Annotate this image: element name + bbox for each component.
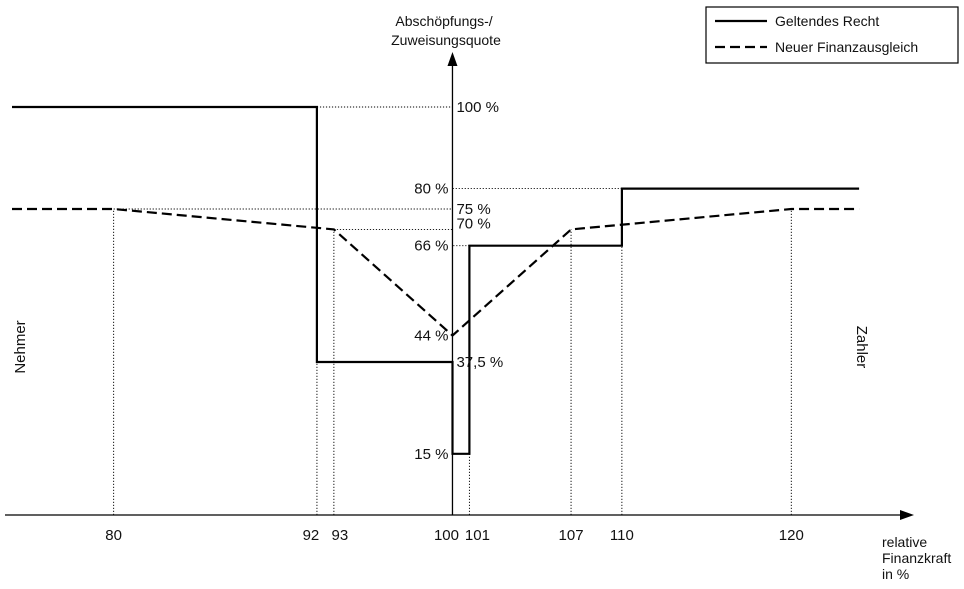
- x-axis-title-line-2: Finanzkraft: [882, 550, 951, 566]
- x-axis-arrow: [900, 510, 914, 520]
- y-axis-title-line-2: Zuweisungsquote: [391, 32, 501, 48]
- legend: Geltendes Recht Neuer Finanzausgleich: [705, 6, 959, 64]
- zahler-label: Zahler: [853, 326, 870, 369]
- series-line-neuer-finanzausgleich: [12, 207, 860, 337]
- y-label-44: 44 %: [414, 327, 448, 344]
- x-tick-101: 101: [465, 527, 490, 544]
- x-tick-120: 120: [779, 527, 804, 544]
- y-axis-title-line-1: Abschöpfungs-/: [395, 13, 492, 29]
- x-tick-labels: 80 92 93 100 101 107 110 120: [105, 527, 804, 544]
- legend-label-neuer-finanzausgleich: Neuer Finanzausgleich: [775, 39, 918, 55]
- x-tick-93: 93: [332, 527, 349, 544]
- x-axis-title: relative Finanzkraft in %: [882, 534, 955, 582]
- y-label-375: 37,5 %: [456, 354, 503, 371]
- x-tick-110: 110: [610, 527, 634, 544]
- y-value-labels: 100 % 80 % 75 %70 % 66 % 44 % 37,5 % 15 %: [414, 99, 503, 463]
- x-axis-title-line-3: in %: [882, 566, 909, 582]
- legend-label-geltendes-recht: Geltendes Recht: [775, 13, 879, 29]
- y-label-80: 80 %: [414, 181, 448, 198]
- legend-box: [705, 6, 959, 64]
- y-label-100: 100 %: [456, 99, 499, 116]
- x-tick-92: 92: [303, 527, 320, 544]
- y-label-66: 66 %: [414, 238, 448, 255]
- y-label-15: 15 %: [414, 446, 448, 463]
- y-axis-title: Abschöpfungs-/ Zuweisungsquote: [391, 13, 501, 48]
- y-axis-arrow: [447, 52, 458, 66]
- series-lines: [12, 105, 860, 455]
- x-axis-title-line-1: relative: [882, 534, 927, 550]
- x-tick-80: 80: [105, 527, 122, 544]
- y-label-75: 75 %: [456, 201, 490, 218]
- axes: [5, 52, 914, 520]
- x-tick-100: 100: [434, 527, 459, 544]
- series-line-geltendes-recht: [12, 105, 860, 455]
- guide-lines: [113, 106, 792, 515]
- nehmer-label: Nehmer: [12, 320, 29, 373]
- x-tick-107: 107: [559, 527, 584, 544]
- y-label-70: 70 %: [456, 215, 490, 232]
